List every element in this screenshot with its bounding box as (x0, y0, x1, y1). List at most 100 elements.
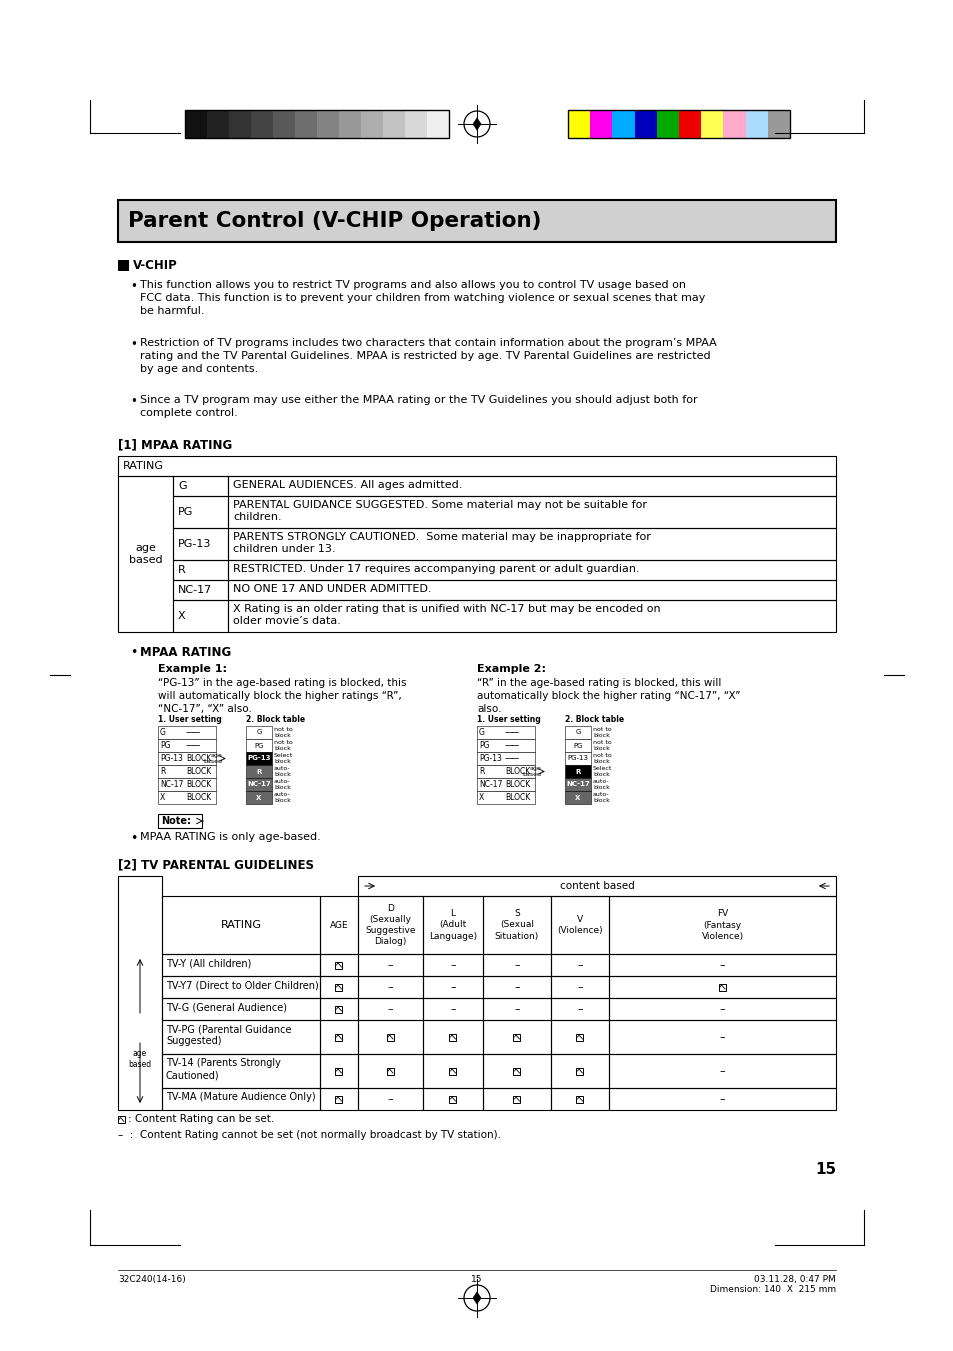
Text: L
(Adult
Language): L (Adult Language) (429, 909, 476, 940)
Bar (162, 998, 319, 1020)
Bar (679, 109, 700, 138)
Text: BLOCK: BLOCK (186, 780, 211, 789)
Text: ——: —— (186, 740, 201, 750)
Bar (482, 954, 551, 975)
Text: age
based: age based (521, 766, 540, 777)
Text: RATING: RATING (220, 920, 261, 929)
Bar (422, 1020, 482, 1054)
Bar (228, 600, 835, 632)
Text: auto-
block: auto- block (274, 792, 291, 802)
Bar (476, 739, 535, 753)
Bar (449, 1034, 456, 1040)
Text: 15: 15 (471, 1275, 482, 1283)
Text: •: • (130, 280, 136, 293)
Text: [1] MPAA RATING: [1] MPAA RATING (118, 438, 232, 451)
Text: X: X (575, 794, 580, 801)
Bar (576, 1067, 583, 1074)
Text: PARENTS STRONGLY CAUTIONED.  Some material may be inappropriate for
children und: PARENTS STRONGLY CAUTIONED. Some materia… (233, 532, 650, 554)
Bar (551, 975, 608, 998)
Text: R: R (178, 565, 186, 576)
Text: NC-17: NC-17 (178, 585, 212, 594)
Bar (319, 954, 357, 975)
Text: 2. Block table: 2. Block table (564, 715, 623, 724)
Bar (567, 109, 590, 138)
Bar (335, 1034, 342, 1040)
Bar (118, 1116, 125, 1123)
Text: Select
block: Select block (274, 753, 294, 763)
Bar (612, 109, 634, 138)
Text: •: • (130, 646, 137, 659)
Bar (172, 561, 228, 580)
Text: age
based: age based (203, 753, 222, 763)
Bar (564, 765, 590, 778)
Bar (357, 975, 422, 998)
Text: G: G (478, 728, 484, 738)
Text: –: – (387, 961, 393, 970)
Bar (564, 790, 590, 804)
Bar (158, 815, 202, 828)
Text: content based: content based (559, 881, 634, 892)
Text: BLOCK: BLOCK (186, 754, 211, 763)
Text: BLOCK: BLOCK (504, 793, 530, 802)
Bar (422, 998, 482, 1020)
Bar (118, 875, 162, 1111)
Bar (246, 778, 272, 790)
Text: auto-
block: auto- block (274, 766, 291, 777)
Bar (590, 109, 612, 138)
Text: age
based: age based (129, 543, 162, 565)
Bar (482, 1088, 551, 1111)
Bar (449, 1067, 456, 1074)
Text: MPAA RATING is only age-based.: MPAA RATING is only age-based. (140, 832, 320, 842)
Text: –: – (719, 961, 724, 970)
Bar (482, 975, 551, 998)
Text: 15: 15 (814, 1162, 835, 1177)
Bar (482, 1020, 551, 1054)
Text: PG: PG (178, 507, 193, 517)
Bar (357, 896, 422, 954)
Text: This function allows you to restrict TV programs and also allows you to control : This function allows you to restrict TV … (140, 280, 704, 316)
Text: –: – (514, 961, 519, 970)
Bar (357, 1088, 422, 1111)
Bar (482, 896, 551, 954)
Bar (357, 1020, 422, 1054)
Bar (700, 109, 722, 138)
Polygon shape (473, 118, 480, 130)
Bar (476, 790, 535, 804)
Text: –: – (450, 1004, 456, 1015)
Text: R: R (160, 767, 165, 775)
Text: D
(Sexually
Suggestive
Dialog): D (Sexually Suggestive Dialog) (365, 904, 416, 946)
Bar (246, 725, 272, 739)
Bar (319, 998, 357, 1020)
Text: –: – (514, 982, 519, 992)
Bar (246, 790, 272, 804)
Bar (294, 109, 316, 138)
Text: “R” in the age-based rating is blocked, this will
automatically block the higher: “R” in the age-based rating is blocked, … (476, 678, 740, 715)
Bar (608, 954, 835, 975)
Text: –: – (514, 1004, 519, 1015)
Text: X: X (478, 793, 484, 802)
Bar (162, 1088, 319, 1111)
Bar (608, 998, 835, 1020)
Bar (767, 109, 789, 138)
Text: PG: PG (160, 740, 171, 750)
Bar (172, 496, 228, 528)
Text: not to
block: not to block (274, 727, 293, 738)
Bar (246, 765, 272, 778)
Bar (482, 1054, 551, 1088)
Text: ——: —— (504, 740, 519, 750)
Bar (476, 753, 535, 765)
Bar (387, 1034, 394, 1040)
Bar (551, 1020, 608, 1054)
Text: PG-13: PG-13 (247, 755, 271, 762)
Text: age
based: age based (129, 1050, 152, 1069)
Text: G: G (178, 481, 187, 490)
Bar (158, 739, 215, 753)
Bar (476, 725, 535, 739)
Text: Example 1:: Example 1: (158, 663, 227, 674)
Text: TV-PG (Parental Guidance
Suggested): TV-PG (Parental Guidance Suggested) (166, 1024, 292, 1047)
Bar (551, 896, 608, 954)
Text: NC-17: NC-17 (478, 780, 502, 789)
Bar (608, 1054, 835, 1088)
Bar (335, 1005, 342, 1012)
Bar (335, 1067, 342, 1074)
